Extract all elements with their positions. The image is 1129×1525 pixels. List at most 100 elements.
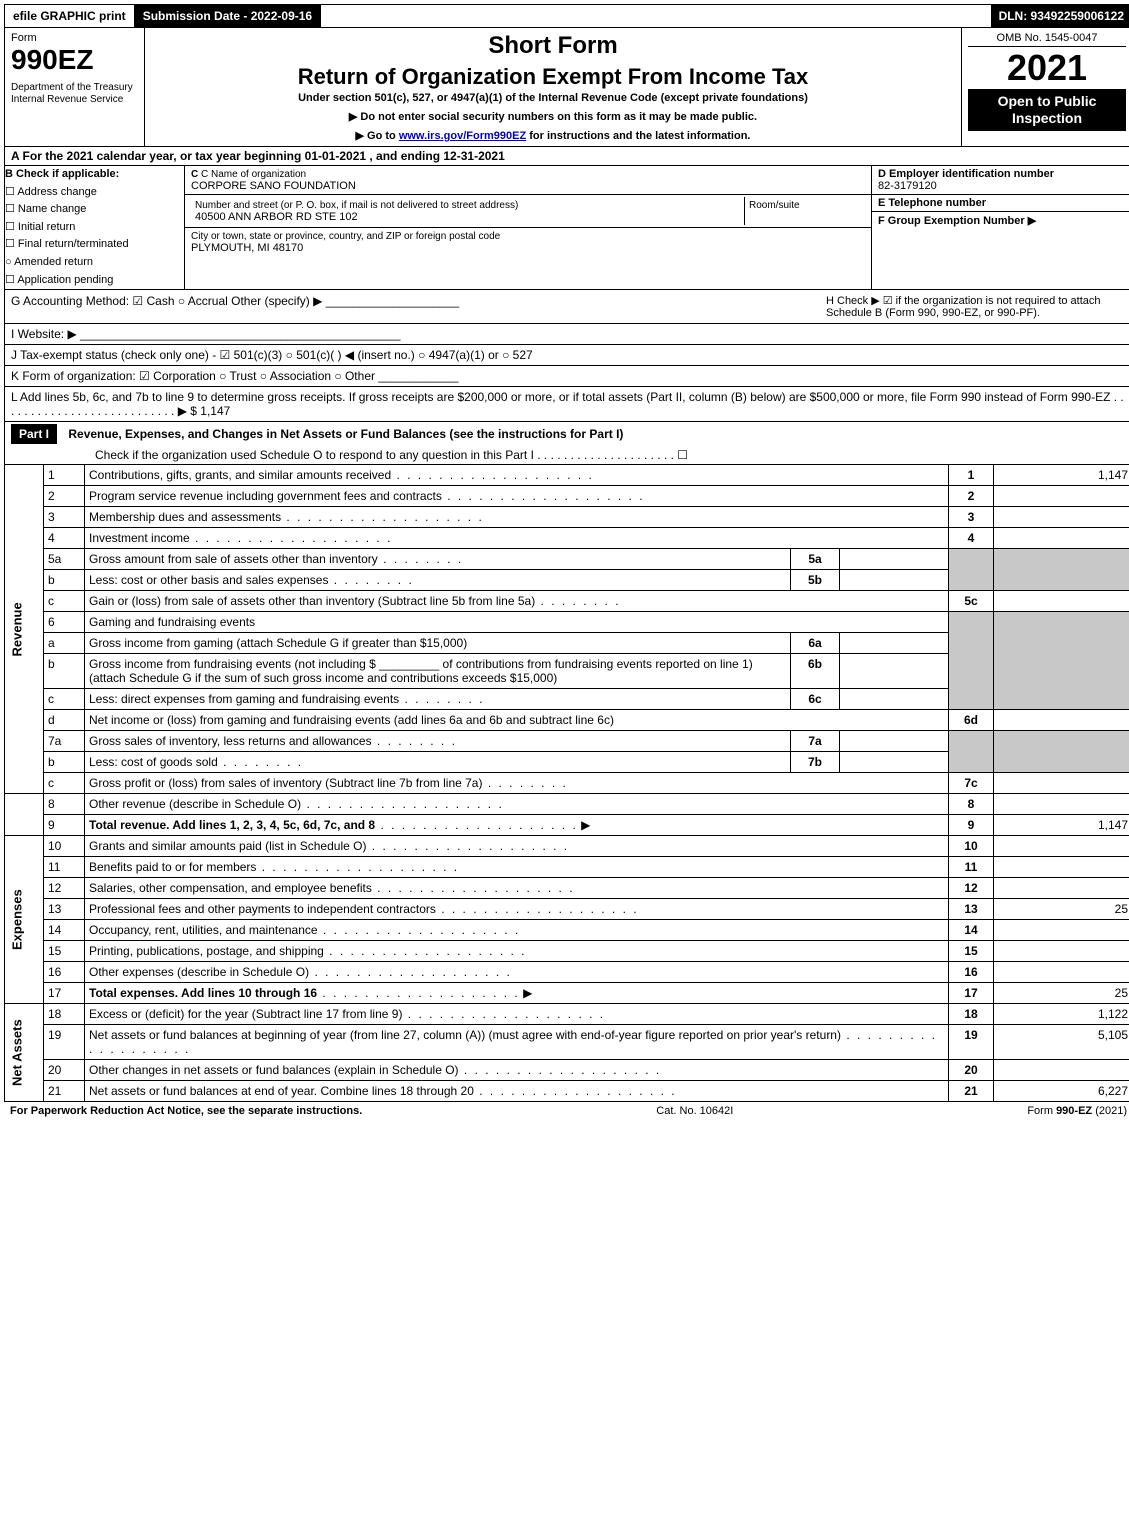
ln6d-rn: 6d [949,710,994,731]
ln7b-sn: 7b [791,752,840,773]
ln14-rn: 14 [949,920,994,941]
dln: DLN: 93492259006122 [991,5,1129,27]
under-section: Under section 501(c), 527, or 4947(a)(1)… [151,92,955,104]
ln1-num: 1 [44,465,85,486]
ln6a-num: a [44,633,85,654]
ln19-desc: Net assets or fund balances at beginning… [85,1025,949,1060]
ln21-rn: 21 [949,1081,994,1102]
ln3-desc: Membership dues and assessments [85,507,949,528]
ln17-rv: 25 [994,983,1129,1004]
ln6c-num: c [44,689,85,710]
no-ssn-note: ▶ Do not enter social security numbers o… [151,110,955,123]
section-c: C C Name of organization CORPORE SANO FO… [185,166,872,289]
footer-right: Form 990-EZ (2021) [1027,1105,1127,1117]
form-word: Form [11,32,138,44]
ln13-rv: 25 [994,899,1129,920]
ln15-rv [994,941,1129,962]
ln11-rn: 11 [949,857,994,878]
ln18-rn: 18 [949,1004,994,1025]
ln5c-num: c [44,591,85,612]
cb-amended-return[interactable]: Amended return [5,254,184,272]
ln20-rv [994,1060,1129,1081]
ln7c-rv [994,773,1129,794]
ln17-desc: Total expenses. Add lines 10 through 16 … [85,983,949,1004]
ln7b-sv [840,752,949,773]
d-val: 82-3179120 [878,180,937,192]
form-number: 990EZ [11,44,138,76]
ln9-desc: Total revenue. Add lines 1, 2, 3, 4, 5c,… [85,815,949,836]
side-rev-cont [5,794,44,836]
ln13-num: 13 [44,899,85,920]
ln6a-sv [840,633,949,654]
goto-link[interactable]: ▶ Go to www.irs.gov/Form990EZ for instru… [151,129,955,142]
ln15-num: 15 [44,941,85,962]
tax-year: 2021 [968,47,1126,89]
ln1-rv: 1,147 [994,465,1129,486]
footer: For Paperwork Reduction Act Notice, see … [4,1102,1129,1120]
ln5c-rn: 5c [949,591,994,612]
irs-link[interactable]: www.irs.gov/Form990EZ [399,130,526,142]
ln20-num: 20 [44,1060,85,1081]
row-a: A For the 2021 calendar year, or tax yea… [4,147,1129,166]
part1-badge: Part I [11,424,57,444]
ln11-desc: Benefits paid to or for members [85,857,949,878]
title-block: Short Form Return of Organization Exempt… [145,28,962,146]
ln10-rv [994,836,1129,857]
e-label: E Telephone number [878,197,986,209]
ln2-rn: 2 [949,486,994,507]
ln16-num: 16 [44,962,85,983]
right-info-col: D Employer identification number 82-3179… [872,166,1129,289]
ln10-rn: 10 [949,836,994,857]
ln9-rv: 1,147 [994,815,1129,836]
ln6-num: 6 [44,612,85,633]
ln5ab-shade-v [994,549,1129,591]
cb-final-return[interactable]: Final return/terminated [5,236,184,254]
ln18-num: 18 [44,1004,85,1025]
ln10-num: 10 [44,836,85,857]
ln7ab-shade [949,731,994,773]
form-header: Form 990EZ Department of the Treasury In… [4,28,1129,147]
cb-application-pending[interactable]: Application pending [5,272,184,290]
ln14-rv [994,920,1129,941]
ln18-desc: Excess or (deficit) for the year (Subtra… [85,1004,949,1025]
ln20-rn: 20 [949,1060,994,1081]
ln6-shade [949,612,994,710]
ln2-num: 2 [44,486,85,507]
side-expenses: Expenses [5,836,44,1004]
ln5b-sn: 5b [791,570,840,591]
right-header: OMB No. 1545-0047 2021 Open to Public In… [962,28,1129,146]
ln16-rv [994,962,1129,983]
section-b: B Check if applicable: Address change Na… [5,166,185,289]
f-label: F Group Exemption Number ▶ [878,215,1036,227]
part1-sub: Check if the organization used Schedule … [5,446,1129,464]
d-cell: D Employer identification number 82-3179… [872,166,1129,195]
short-form-title: Short Form [151,32,955,60]
ln5a-sn: 5a [791,549,840,570]
section-l: L Add lines 5b, 6c, and 7b to line 9 to … [4,387,1129,422]
ln18-rv: 1,122 [994,1004,1129,1025]
return-title: Return of Organization Exempt From Incom… [151,64,955,90]
ln8-rv [994,794,1129,815]
ln6c-desc: Less: direct expenses from gaming and fu… [85,689,791,710]
name-label: C Name of organization [201,169,306,180]
ln12-num: 12 [44,878,85,899]
ln3-rv [994,507,1129,528]
ln6-desc: Gaming and fundraising events [85,612,949,633]
ln6b-num: b [44,654,85,689]
ln2-rv [994,486,1129,507]
section-i: I Website: ▶ ___________________________… [4,324,1129,345]
ln14-num: 14 [44,920,85,941]
cb-initial-return[interactable]: Initial return [5,219,184,237]
topbar: efile GRAPHIC print Submission Date - 20… [4,4,1129,28]
ln5a-desc: Gross amount from sale of assets other t… [85,549,791,570]
h-check: H Check ▶ ☑ if the organization is not r… [826,294,1126,319]
ln11-num: 11 [44,857,85,878]
omb-number: OMB No. 1545-0047 [968,32,1126,47]
ln5c-rv [994,591,1129,612]
ln15-desc: Printing, publications, postage, and shi… [85,941,949,962]
ln5c-desc: Gain or (loss) from sale of assets other… [85,591,949,612]
cb-address-change[interactable]: Address change [5,184,184,202]
ln2-desc: Program service revenue including govern… [85,486,949,507]
cb-name-change[interactable]: Name change [5,201,184,219]
section-j: J Tax-exempt status (check only one) - ☑… [4,345,1129,366]
